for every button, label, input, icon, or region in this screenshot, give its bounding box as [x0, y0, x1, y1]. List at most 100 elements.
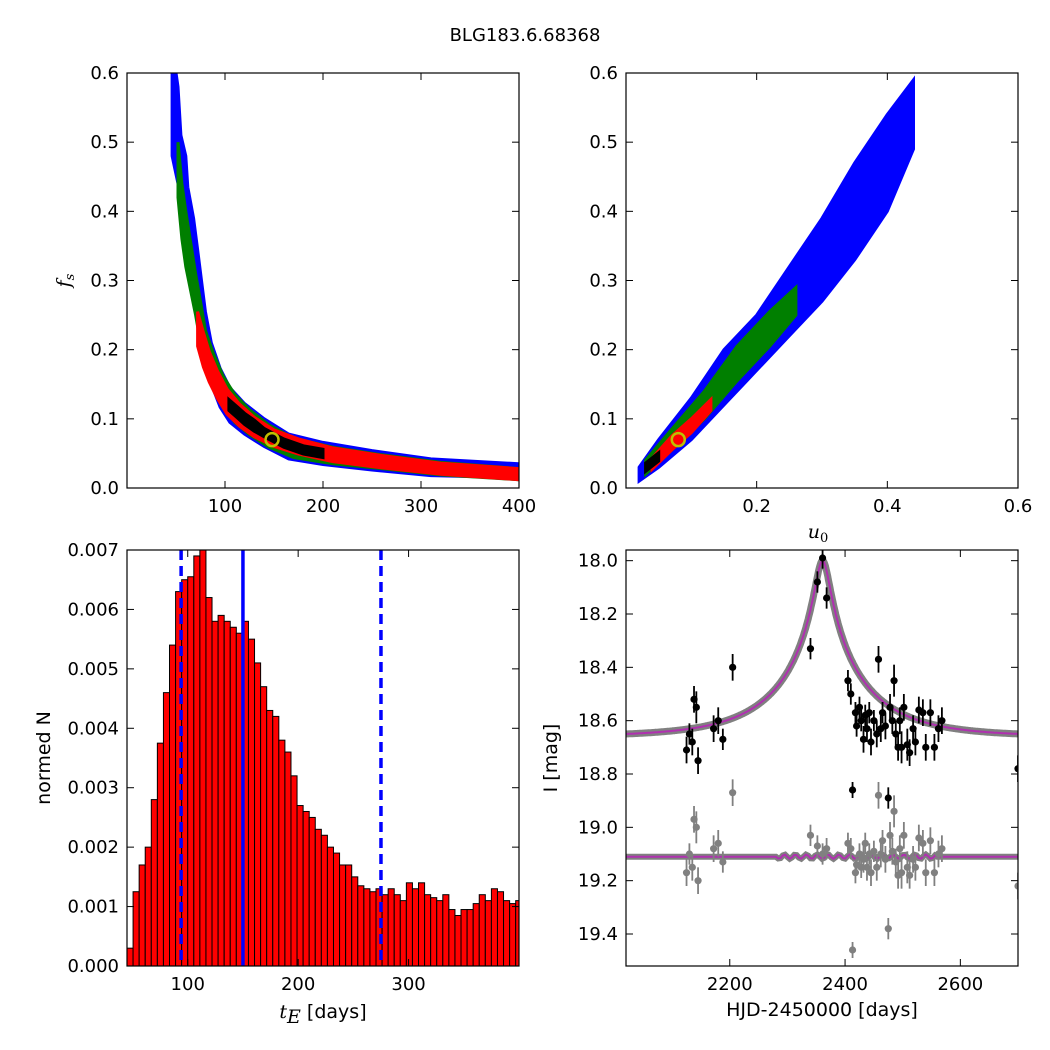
histogram-bar	[169, 644, 177, 966]
y-tick-label: 0.4	[589, 201, 618, 222]
data-point	[685, 730, 694, 738]
histogram-bar	[381, 894, 389, 966]
y-tick-label: 0.1	[90, 409, 119, 430]
axes-frame	[625, 549, 1019, 967]
data-point	[881, 722, 890, 730]
data-point	[859, 735, 868, 743]
histogram-bar	[345, 864, 353, 966]
data-point	[878, 709, 887, 717]
data-point	[1014, 765, 1018, 773]
y-tick-label: 18.8	[578, 764, 618, 785]
residual-point	[685, 850, 694, 858]
histogram-bar	[332, 852, 341, 966]
data-point	[813, 578, 821, 586]
data-point	[897, 743, 906, 751]
x-axis-label-subscript: 0	[820, 531, 828, 546]
residual-point	[915, 834, 923, 842]
residual-point	[881, 855, 890, 863]
residual-point	[874, 791, 883, 799]
histogram-bar	[503, 900, 511, 966]
y-tick-label: 19.2	[578, 871, 618, 892]
confidence-region-3sigma	[637, 75, 915, 484]
residual-point	[851, 869, 860, 877]
residual-point	[938, 845, 946, 853]
histogram-bar	[229, 626, 237, 966]
residual-point	[919, 839, 927, 847]
residual-point	[847, 845, 855, 853]
histogram-bar	[351, 876, 359, 966]
residual-point	[823, 845, 831, 853]
histogram-bar	[193, 555, 201, 966]
histogram-bar	[326, 846, 334, 966]
data-point	[890, 677, 898, 685]
best-fit-marker	[264, 431, 280, 448]
histogram-bar	[223, 620, 231, 966]
data-point	[911, 738, 919, 746]
residual-point	[878, 837, 887, 845]
data-point	[714, 717, 722, 725]
y-tick-label: 0.3	[589, 271, 618, 292]
histogram-bar	[272, 715, 280, 966]
data-point	[888, 717, 896, 725]
data-point	[926, 709, 934, 717]
residual-point	[900, 831, 908, 839]
x-tick-label: 400	[502, 496, 536, 517]
x-tick-label: 0.6	[1004, 496, 1033, 517]
x-axis-label: HJD-2450000 [days]	[726, 999, 918, 1021]
residual-point	[729, 789, 737, 797]
data-point	[873, 730, 881, 738]
y-tick-label: 0.007	[67, 540, 119, 561]
data-point	[688, 738, 696, 746]
histogram-bar	[430, 897, 438, 966]
data-point	[870, 717, 878, 725]
histogram-bar	[211, 620, 219, 966]
data-point	[682, 746, 691, 754]
histogram-bar	[411, 888, 420, 966]
y-tick-label: 0.5	[589, 132, 618, 153]
histogram-bar	[472, 903, 480, 966]
histogram-bar	[254, 662, 262, 966]
histogram-bar	[496, 891, 505, 966]
data-point	[852, 722, 861, 730]
histogram-bar	[418, 882, 426, 966]
histogram-bar	[436, 900, 444, 966]
residual-point	[934, 850, 943, 858]
residual-point	[694, 877, 702, 885]
histogram-bar	[484, 900, 492, 966]
histogram-bar	[217, 614, 225, 966]
histogram-bar	[399, 900, 407, 966]
residual-point	[890, 807, 898, 815]
histogram-bar	[302, 810, 310, 966]
data-point	[922, 743, 930, 751]
x-tick-label: 2600	[937, 974, 983, 995]
residual-point	[930, 869, 939, 877]
residual-point	[906, 871, 914, 879]
residual-point	[710, 845, 718, 853]
residual-point	[888, 847, 896, 855]
y-axis-label-subscript: s	[63, 273, 78, 280]
histogram-bar	[387, 888, 395, 966]
y-axis-label: I [mag]	[540, 724, 562, 793]
y-tick-label: 0.003	[67, 778, 119, 799]
residual-point	[844, 839, 852, 847]
y-tick-label: 0.004	[67, 718, 119, 739]
y-tick-label: 0.4	[90, 201, 119, 222]
residual-point	[886, 831, 894, 839]
x-tick-label: 200	[281, 974, 315, 995]
data-point	[900, 703, 908, 711]
residual-point	[1014, 882, 1018, 890]
data-point	[692, 703, 700, 711]
y-tick-label: 0.006	[67, 599, 119, 620]
histogram-bar	[138, 864, 146, 966]
histogram-bar	[466, 909, 474, 966]
histogram-bar	[490, 888, 498, 966]
y-tick-label: 18.4	[578, 657, 618, 678]
x-tick-label: 300	[391, 974, 425, 995]
histogram-bar	[205, 597, 213, 966]
y-tick-label: 0.5	[90, 132, 119, 153]
data-point	[818, 554, 827, 562]
histogram-bar	[162, 692, 171, 966]
histogram-bar	[357, 885, 365, 966]
data-point	[863, 725, 871, 733]
data-point	[906, 749, 914, 757]
